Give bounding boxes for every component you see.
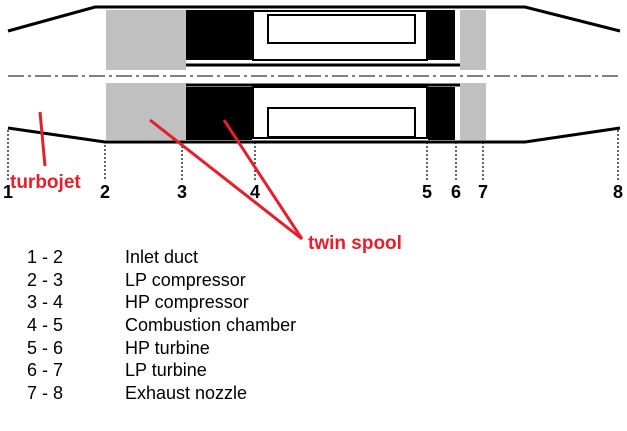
casing-lower [7,126,621,144]
casing-upper [7,5,621,33]
legend-range: 4 - 5 [27,315,64,336]
lp-turbine-lower-block [460,83,486,140]
combustion-chamber-upper [267,14,416,44]
combustion-chamber-lower [267,107,416,138]
hp-turbine-upper-block [428,10,455,60]
legend-range: 2 - 3 [27,269,64,290]
legend-component: Combustion chamber [125,315,297,336]
legend-row: 7 - 8 Exhaust nozzle [22,382,422,405]
turbojet-pointer [38,111,47,167]
station-label-6: 6 [451,182,461,202]
station-label-1: 1 [3,182,13,202]
twin-spool-callout: twin spool [308,233,402,254]
component-legend: 1 - 2 Inlet duct 2 - 3 LP compressor 3 -… [22,246,422,405]
legend-row: 1 - 2 Inlet duct [22,246,422,269]
hp-turbine-lower-block [428,87,455,140]
hp-compressor-upper-block [186,10,252,60]
station-label-4: 4 [250,182,260,202]
combustor-upper-outline [252,10,428,61]
twin-spool-pointer-lp [149,118,303,241]
station-label-7: 7 [478,182,488,202]
turbojet-callout: turbojet [10,172,81,193]
legend-component: HP turbine [125,337,210,358]
hp-compressor-lower-block [186,87,252,140]
station-label-3: 3 [177,182,187,202]
twin-spool-pointer-hp [222,119,304,240]
legend-row: 4 - 5 Combustion chamber [22,314,422,337]
legend-range: 3 - 4 [27,292,64,313]
legend-range: 5 - 6 [27,337,64,358]
legend-component: Exhaust nozzle [125,383,248,404]
legend-row: 3 - 4 HP compressor [22,291,422,314]
legend-component: Inlet duct [125,247,199,267]
legend-component: LP compressor [125,269,246,290]
lp-compressor-upper-block [106,10,186,70]
legend-component: HP compressor [125,292,249,313]
legend-range: 6 - 7 [27,360,64,381]
legend-row: 2 - 3 LP compressor [22,269,422,292]
lp-compressor-lower-block [106,83,186,140]
legend-row: 6 - 7 LP turbine [22,359,422,382]
legend-row: 5 - 6 HP turbine [22,337,422,360]
station-label-8: 8 [613,182,623,202]
lp-turbine-upper-block [460,10,486,70]
legend-range: 7 - 8 [27,383,64,404]
station-markers [7,130,619,180]
station-label-5: 5 [422,182,432,202]
station-label-2: 2 [100,182,110,202]
legend-component: LP turbine [125,360,207,381]
legend-range: 1 - 2 [27,247,64,267]
